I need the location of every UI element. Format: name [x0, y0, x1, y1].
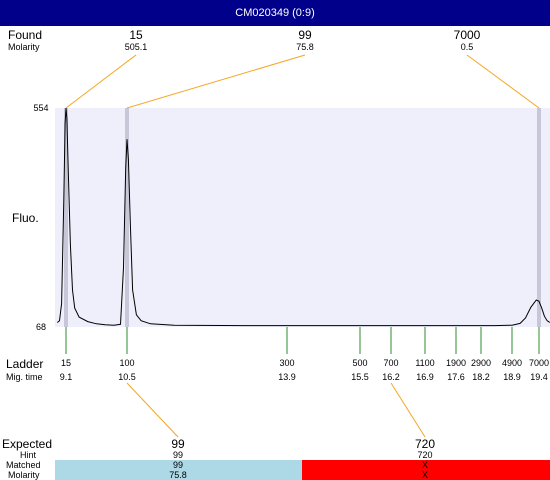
found-molarity-label: Molarity: [8, 42, 40, 52]
expected-size-label: 720: [414, 437, 436, 451]
ladder-size-label: 500: [352, 358, 368, 368]
ladder-size-label: 15: [60, 358, 72, 368]
found-molarity-value: 75.8: [296, 42, 314, 52]
expected-hint-value: 99: [172, 450, 184, 460]
found-molarity-value: 505.1: [124, 42, 148, 52]
ladder-size-label: 700: [383, 358, 399, 368]
ladder-size-label: 7000: [528, 358, 550, 368]
ladder-mig-time-label: 16.2: [382, 372, 400, 382]
ladder-mig-time-label: 13.9: [278, 372, 296, 382]
found-molarity-value: 0.5: [460, 42, 474, 52]
ladder-size-label: 300: [279, 358, 295, 368]
found-size-label: 7000: [453, 28, 481, 42]
expected-molarity-value: X: [421, 470, 429, 480]
expected-hint-value: 720: [417, 450, 433, 460]
expected-callout-line: [126, 382, 179, 438]
y-max-label: 554: [33, 103, 49, 113]
found-callout-line: [126, 54, 306, 109]
plot-area: [55, 108, 550, 327]
ladder-size-label: 2900: [470, 358, 492, 368]
ladder-mig-time-label: 9.1: [59, 372, 73, 382]
ladder-mig-time-label: 15.5: [351, 372, 369, 382]
fluorescence-trace: [56, 107, 550, 327]
found-callout-line: [466, 54, 540, 109]
expected-molarity-value: 75.8: [169, 470, 187, 480]
y-min-label: 68: [35, 322, 47, 332]
ladder-mig-time-label: 17.6: [447, 372, 465, 382]
found-peak-marker: [125, 108, 129, 327]
ladder-mig-time-label: 18.2: [472, 372, 490, 382]
hint-label: Hint: [20, 450, 37, 460]
matched-bar: [55, 460, 302, 480]
window-title: CM020349 (0:9): [0, 0, 550, 26]
expected-callout-line: [390, 382, 426, 438]
found-size-label: 15: [129, 28, 143, 42]
mig-time-label: Mig. time: [6, 372, 43, 382]
found-peak-marker: [64, 108, 68, 327]
expected-size-label: 99: [171, 437, 185, 451]
matched-label: Matched: [6, 460, 41, 470]
ladder-label: Ladder: [6, 357, 44, 371]
ladder-mig-time-label: 19.4: [530, 372, 548, 382]
found-size-label: 99: [298, 28, 312, 42]
ladder-mig-time-label: 16.9: [416, 372, 434, 382]
expected-molarity-label: Molarity: [8, 470, 40, 480]
expected-label: Expected: [2, 437, 53, 451]
y-axis-label: Fluo.: [12, 211, 39, 225]
found-callout-line: [65, 54, 137, 109]
expected-matched-value: 99: [172, 460, 184, 470]
expected-matched-value: X: [421, 460, 429, 470]
ladder-mig-time-label: 10.5: [118, 372, 136, 382]
found-label: Found: [8, 28, 43, 42]
found-peak-marker: [537, 108, 541, 327]
unmatched-bar: [302, 460, 550, 480]
ladder-size-label: 100: [119, 358, 135, 368]
ladder-size-label: 1100: [415, 358, 435, 368]
ladder-size-label: 4900: [501, 358, 523, 368]
ladder-mig-time-label: 18.9: [503, 372, 521, 382]
ladder-size-label: 1900: [445, 358, 467, 368]
